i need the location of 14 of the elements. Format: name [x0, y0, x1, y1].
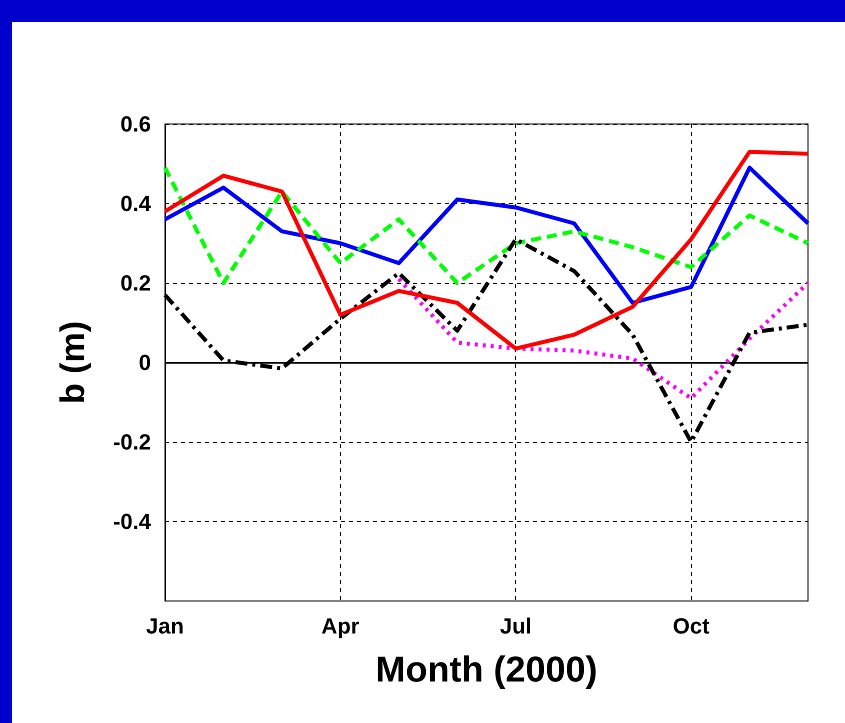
y-tick-label: 0.6 — [120, 112, 151, 136]
x-tick-label: Oct — [672, 614, 710, 638]
y-tick-label: 0 — [138, 350, 151, 375]
y-axis-title: b (m) — [54, 320, 92, 404]
x-tick-label: Jul — [500, 614, 532, 638]
x-tick-label: Apr — [321, 614, 360, 638]
x-tick-label: Jan — [146, 614, 184, 638]
line-series — [163, 150, 810, 351]
x-axis-title: Month (2000) — [375, 648, 598, 690]
y-tick-label: -0.2 — [113, 430, 151, 454]
y-tick-label: -0.4 — [113, 509, 152, 534]
y-tick-label: 0.2 — [120, 270, 151, 296]
line-series — [396, 277, 810, 400]
y-tick-label: 0.4 — [120, 191, 152, 216]
